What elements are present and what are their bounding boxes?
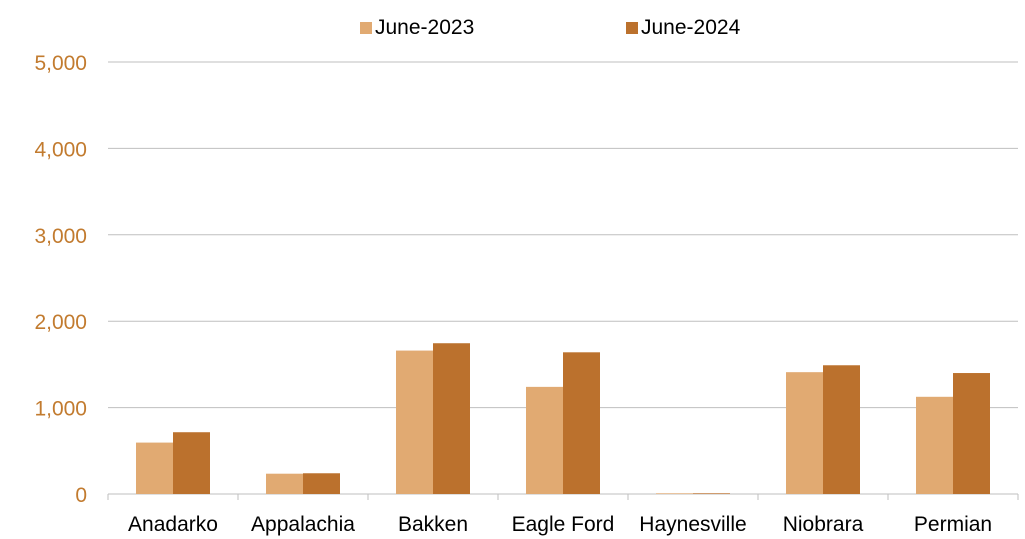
bar-june-2024: [173, 432, 210, 494]
bar-june-2023: [786, 372, 823, 494]
x-tick-label: Eagle Ford: [512, 513, 615, 536]
bar-june-2023: [916, 397, 953, 494]
bar-june-2023: [396, 351, 433, 494]
bar-june-2023: [266, 474, 303, 494]
x-tick-label: Appalachia: [251, 513, 355, 536]
y-tick-label: 0: [75, 484, 87, 507]
y-tick-label: 3,000: [34, 225, 87, 248]
bar-june-2023: [526, 387, 563, 494]
x-tick-label: Niobrara: [783, 513, 864, 536]
x-tick-label: Haynesville: [639, 513, 746, 536]
bar-june-2023: [656, 493, 693, 494]
bar-june-2024: [433, 343, 470, 494]
x-tick-label: Permian: [914, 513, 992, 536]
bar-june-2024: [693, 493, 730, 494]
y-tick-label: 5,000: [34, 52, 87, 75]
x-tick-label: Anadarko: [128, 513, 218, 536]
bar-june-2024: [303, 473, 340, 494]
x-tick-label: Bakken: [398, 513, 468, 536]
y-tick-label: 4,000: [34, 138, 87, 161]
y-tick-label: 2,000: [34, 311, 87, 334]
bar-june-2024: [953, 373, 990, 494]
bar-june-2024: [563, 352, 600, 494]
bar-june-2024: [823, 365, 860, 494]
bar-june-2023: [136, 443, 173, 494]
y-tick-label: 1,000: [34, 398, 87, 421]
